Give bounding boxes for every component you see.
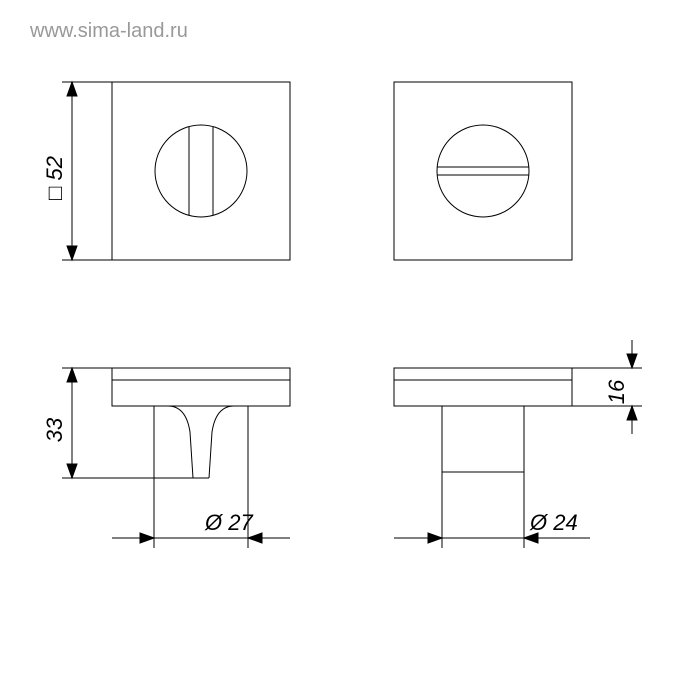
dia-symbol-27: Ø [204,510,224,535]
svg-text:16: 16 [604,379,629,404]
dia-symbol-24: Ø [529,510,549,535]
technical-drawing: □ 52 33 [0,0,700,700]
dim-52-value: 52 [42,156,67,180]
dim-24-value: 24 [552,510,577,535]
svg-text:□ 52: □ 52 [42,156,67,200]
dim-dia-24: Ø 24 [394,472,590,548]
svg-text:Ø 24: Ø 24 [529,510,578,535]
dim-dia-27: Ø 27 [112,406,290,548]
dim-square-52: □ 52 [42,82,112,260]
dim-16-value: 16 [604,379,629,404]
square-symbol: □ [42,187,67,200]
view-bottom-left [112,368,290,478]
svg-text:33: 33 [42,417,67,442]
dim-33-value: 33 [42,417,67,442]
view-bottom-right [394,368,572,472]
svg-text:Ø 27: Ø 27 [204,510,253,535]
view-top-left [112,82,290,260]
dim-height-33: 33 [42,368,193,478]
dim-27-value: 27 [227,510,253,535]
dim-height-16: 16 [572,340,642,434]
view-top-right [394,82,572,260]
